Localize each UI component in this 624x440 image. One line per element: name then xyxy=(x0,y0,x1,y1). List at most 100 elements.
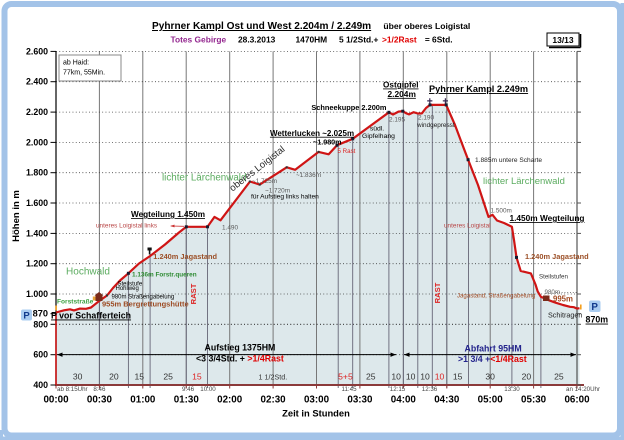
svg-text:25: 25 xyxy=(163,372,173,382)
svg-text:12:15: 12:15 xyxy=(390,386,406,393)
svg-text:Wegteilung 1.450m: Wegteilung 1.450m xyxy=(131,210,205,219)
svg-text:Pyhrner Kampl Ost und West 2.2: Pyhrner Kampl Ost und West 2.204m / 2.24… xyxy=(152,21,470,32)
svg-text:2.400: 2.400 xyxy=(26,77,48,87)
svg-text:Jagastand, Straßengabelung: Jagastand, Straßengabelung xyxy=(457,293,535,300)
svg-text:windgepresst: windgepresst xyxy=(416,122,455,129)
svg-text:P vor Schafferteich: P vor Schafferteich xyxy=(51,311,131,321)
svg-text:15: 15 xyxy=(453,372,463,382)
svg-text:1.800: 1.800 xyxy=(26,168,48,178)
svg-text:Schneekuppe 2.200m: Schneekuppe 2.200m xyxy=(311,103,387,112)
svg-text:13:30: 13:30 xyxy=(504,386,520,393)
svg-text:400: 400 xyxy=(33,380,48,390)
svg-text:2.200: 2.200 xyxy=(26,107,48,117)
svg-text:15: 15 xyxy=(192,372,202,382)
svg-text:Steilstufen: Steilstufen xyxy=(539,273,568,280)
svg-text:03:30: 03:30 xyxy=(347,395,373,406)
svg-text:30: 30 xyxy=(485,372,495,382)
svg-text:1.136m Forstr.queren: 1.136m Forstr.queren xyxy=(132,272,197,279)
svg-text:05:30: 05:30 xyxy=(521,395,547,406)
svg-text:für Aufstieg links halten: für Aufstieg links halten xyxy=(251,194,319,201)
svg-text:Abfahrt 95HM: Abfahrt 95HM xyxy=(465,344,522,354)
svg-text:1.500m: 1.500m xyxy=(491,208,512,215)
svg-text:15: 15 xyxy=(134,372,144,382)
svg-text:10:00: 10:00 xyxy=(200,386,216,393)
svg-text:1.240m Jagastand: 1.240m Jagastand xyxy=(153,252,217,261)
svg-text:<3 3/4Std. + >1/4Rast: <3 3/4Std. + >1/4Rast xyxy=(196,354,284,364)
svg-text:1.240m Jagastand: 1.240m Jagastand xyxy=(525,252,589,261)
svg-text:Hochwald: Hochwald xyxy=(66,266,110,277)
svg-text:Hohlweg: Hohlweg xyxy=(116,286,139,292)
svg-text:955m Bergrettungshütte: 955m Bergrettungshütte xyxy=(102,300,189,309)
svg-text:RAST: RAST xyxy=(433,282,442,303)
svg-text:1.450m Wegteilung: 1.450m Wegteilung xyxy=(510,213,585,223)
svg-text:10: 10 xyxy=(391,372,401,382)
svg-text:~1.725m: ~1.725m xyxy=(252,178,277,185)
svg-text:25: 25 xyxy=(366,372,376,382)
svg-text:1.200: 1.200 xyxy=(26,259,48,269)
svg-text:>1 3/4 +<1/4Rast: >1 3/4 +<1/4Rast xyxy=(458,354,527,364)
svg-text:Ostgipfel: Ostgipfel xyxy=(383,81,418,90)
svg-text:ab Haid:: ab Haid: xyxy=(63,60,89,67)
svg-text:10: 10 xyxy=(406,372,416,382)
svg-text:20: 20 xyxy=(109,372,119,382)
svg-text:77km, 55Min.: 77km, 55Min. xyxy=(63,70,105,77)
svg-text:RAST: RAST xyxy=(189,283,198,304)
svg-text:800: 800 xyxy=(33,319,48,329)
svg-text:Schitragen: Schitragen xyxy=(548,311,582,320)
svg-text:05:00: 05:00 xyxy=(478,395,504,406)
svg-text:~1.980m: ~1.980m xyxy=(313,138,342,147)
svg-text:8:46: 8:46 xyxy=(93,386,106,393)
svg-text:P: P xyxy=(23,311,30,322)
svg-text:04:30: 04:30 xyxy=(434,395,460,406)
svg-text:P: P xyxy=(591,302,598,313)
svg-text:Forststraße: Forststraße xyxy=(57,299,94,306)
svg-text:1.885m untere Scharte: 1.885m untere Scharte xyxy=(475,157,542,164)
svg-text:Gipfelhang: Gipfelhang xyxy=(362,133,395,140)
svg-text:9:46: 9:46 xyxy=(182,386,195,393)
svg-text:03:00: 03:00 xyxy=(304,395,330,406)
svg-text:Aufstieg 1375HM: Aufstieg 1375HM xyxy=(205,343,276,353)
svg-text:an 14:20Uhr: an 14:20Uhr xyxy=(566,386,600,393)
svg-text:00:30: 00:30 xyxy=(87,395,113,406)
svg-text:01:30: 01:30 xyxy=(174,395,200,406)
svg-text:04:00: 04:00 xyxy=(391,395,417,406)
svg-text:Steilstufe: Steilstufe xyxy=(118,281,143,287)
svg-text:2.204m: 2.204m xyxy=(387,89,415,99)
svg-text:870: 870 xyxy=(33,309,48,319)
svg-text:06:00: 06:00 xyxy=(564,395,590,406)
svg-text:~1.836m: ~1.836m xyxy=(296,172,321,179)
svg-text:10: 10 xyxy=(435,372,445,382)
svg-text:10: 10 xyxy=(420,372,430,382)
svg-text:02:30: 02:30 xyxy=(261,395,287,406)
svg-text:2.190: 2.190 xyxy=(418,115,434,122)
svg-text:02:00: 02:00 xyxy=(217,395,243,406)
svg-text:2.000: 2.000 xyxy=(26,137,48,147)
svg-text:25: 25 xyxy=(554,372,564,382)
svg-text:5+5: 5+5 xyxy=(338,372,353,382)
svg-text:20: 20 xyxy=(522,372,532,382)
svg-text:30: 30 xyxy=(73,372,83,382)
svg-text:Zeit in Stunden: Zeit in Stunden xyxy=(282,408,350,419)
svg-text:11:45: 11:45 xyxy=(341,386,357,393)
svg-text:13/13: 13/13 xyxy=(552,35,574,45)
svg-text:1.400: 1.400 xyxy=(26,228,48,238)
svg-text:1.600: 1.600 xyxy=(26,198,48,208)
svg-text:~1.720m: ~1.720m xyxy=(265,188,290,195)
svg-text:980m: 980m xyxy=(545,289,560,296)
svg-text:12:36: 12:36 xyxy=(422,386,438,393)
svg-text:unteres Loigistal: unteres Loigistal xyxy=(444,222,491,229)
svg-text:südl.: südl. xyxy=(370,126,384,133)
svg-text:Pyhrner Kampl 2.249m: Pyhrner Kampl 2.249m xyxy=(429,84,528,94)
svg-text:1.490: 1.490 xyxy=(222,225,238,232)
svg-text:lichter Lärchenwald: lichter Lärchenwald xyxy=(162,172,246,183)
svg-text:600: 600 xyxy=(33,350,48,360)
svg-text:870m: 870m xyxy=(586,315,609,325)
svg-text:5 Rast: 5 Rast xyxy=(338,148,356,155)
svg-text:995m: 995m xyxy=(553,295,573,304)
svg-text:980m Straßengabelung: 980m Straßengabelung xyxy=(112,295,175,301)
svg-text:1 1/2Std.: 1 1/2Std. xyxy=(258,373,287,382)
svg-text:00:00: 00:00 xyxy=(43,395,69,406)
svg-text:Wetterlucken ~2.025m: Wetterlucken ~2.025m xyxy=(270,129,354,138)
svg-text:2.195: 2.195 xyxy=(389,117,405,124)
